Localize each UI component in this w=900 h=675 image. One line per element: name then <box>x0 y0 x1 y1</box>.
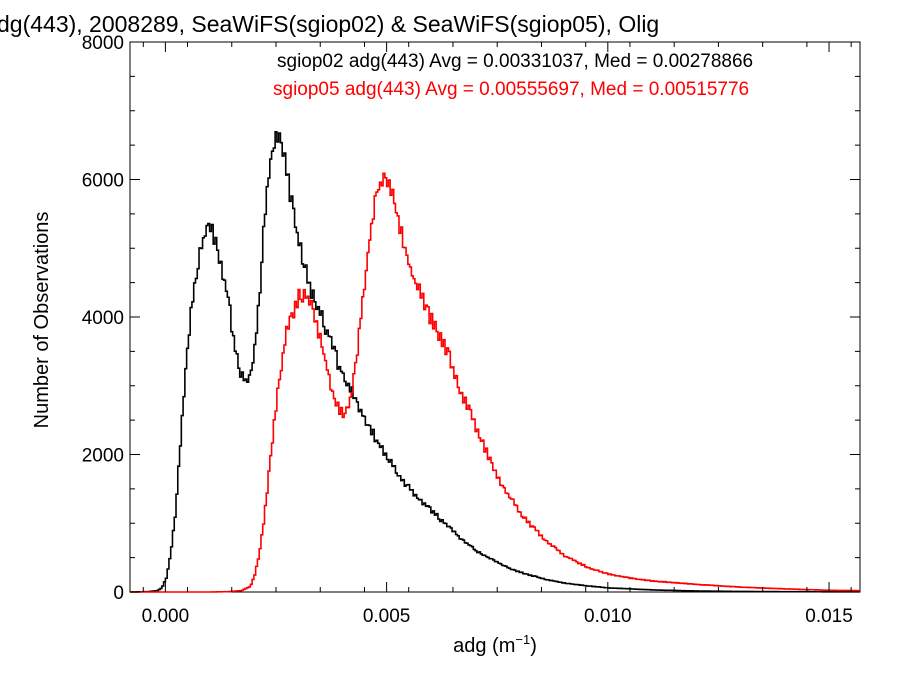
y-tick-label: 4000 <box>82 308 124 329</box>
x-tick-label: 0.015 <box>805 606 853 627</box>
plot-frame <box>129 41 861 593</box>
legend-sgiop02: sgiop02 adg(443) Avg = 0.00331037, Med =… <box>277 51 753 72</box>
series-line-sgiop05 <box>130 172 860 593</box>
y-tick-label: 8000 <box>82 33 124 54</box>
x-axis-label-base: adg (m <box>453 635 515 657</box>
x-tick-label: 0.000 <box>142 606 190 627</box>
y-tick-label: 0 <box>113 583 124 604</box>
x-axis-label-sup: −1 <box>515 632 530 647</box>
y-tick-label: 2000 <box>82 446 124 467</box>
x-axis-label-end: ) <box>530 635 537 657</box>
x-tick-label: 0.005 <box>363 606 411 627</box>
y-tick-label: 6000 <box>82 171 124 192</box>
chart-title: dg(443), 2008289, SeaWiFS(sgiop02) & Sea… <box>0 11 659 37</box>
x-tick-label: 0.010 <box>584 606 632 627</box>
series-line-sgiop02 <box>130 130 860 593</box>
tick-layer: 0.000 0.005 0.010 0.015 0 2000 4000 6000 8000 <box>82 33 860 627</box>
legend-sgiop05: sgiop05 adg(443) Avg = 0.00555697, Med =… <box>273 79 749 100</box>
y-axis-label: Number of Observations <box>31 212 53 429</box>
plot-area-border <box>129 41 861 593</box>
x-axis-label: adg (m−1) <box>453 632 537 657</box>
series-layer <box>130 130 860 593</box>
